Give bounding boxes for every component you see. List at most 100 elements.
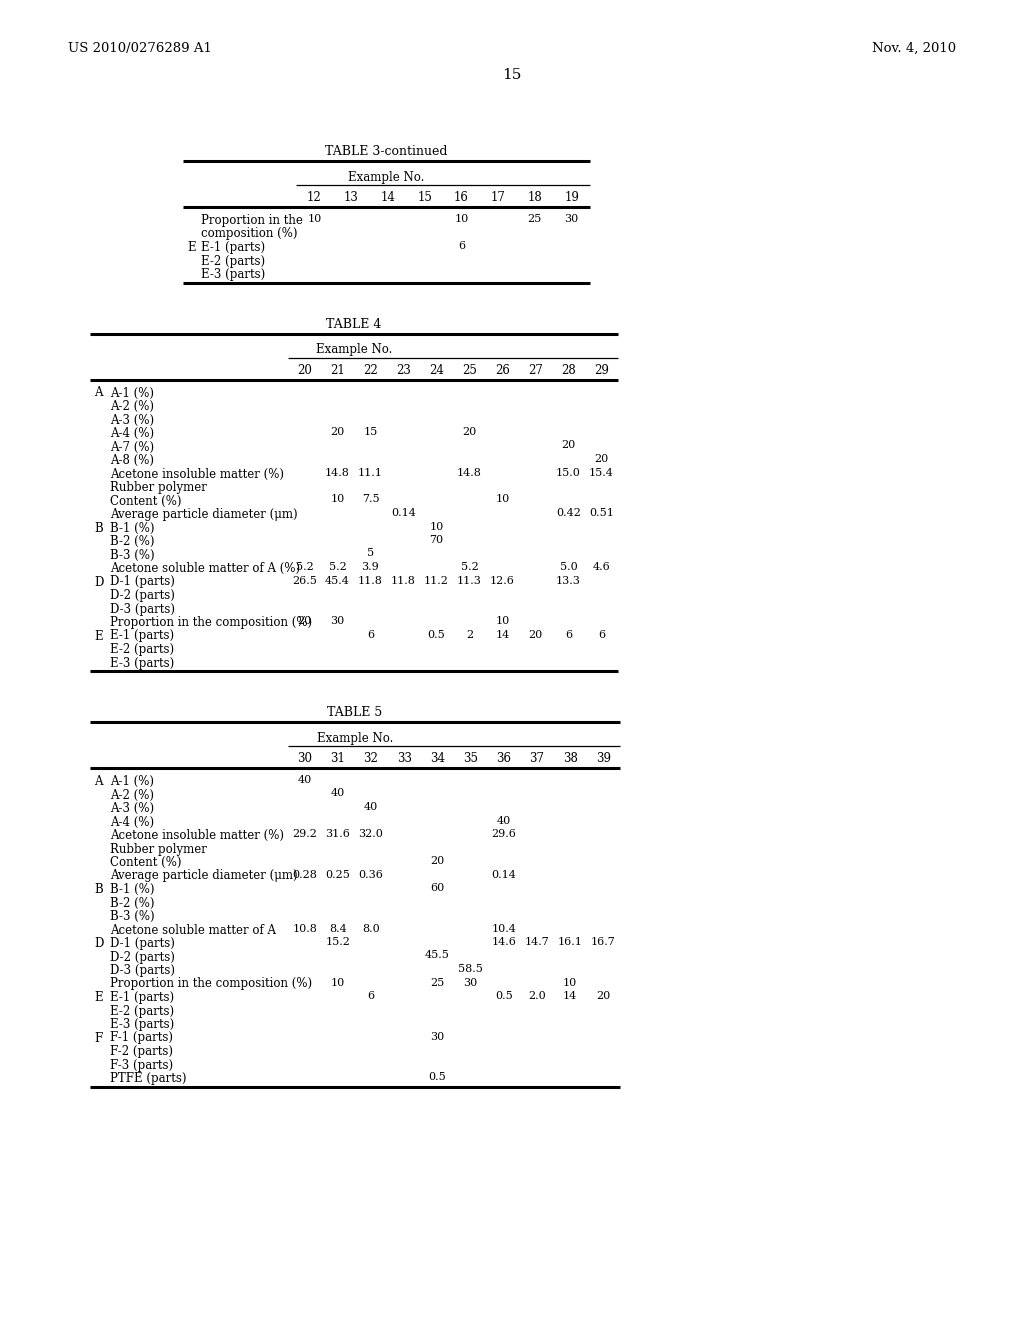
Text: TABLE 5: TABLE 5 [328, 706, 383, 719]
Text: A-1 (%): A-1 (%) [110, 387, 154, 400]
Text: 16.1: 16.1 [558, 937, 583, 946]
Text: 11.8: 11.8 [391, 576, 416, 586]
Text: Example No.: Example No. [315, 343, 392, 356]
Text: 15.4: 15.4 [589, 467, 614, 478]
Text: 8.4: 8.4 [329, 924, 347, 933]
Text: D-3 (parts): D-3 (parts) [110, 964, 175, 977]
Text: 0.28: 0.28 [292, 870, 317, 879]
Text: TABLE 4: TABLE 4 [327, 318, 382, 330]
Text: 20: 20 [297, 616, 311, 626]
Text: 45.4: 45.4 [325, 576, 350, 586]
Text: 29.6: 29.6 [492, 829, 516, 840]
Text: 40: 40 [331, 788, 345, 799]
Text: 27: 27 [528, 363, 543, 376]
Text: A-4 (%): A-4 (%) [110, 426, 155, 440]
Text: Acetone insoluble matter (%): Acetone insoluble matter (%) [110, 467, 284, 480]
Text: 31: 31 [331, 752, 345, 766]
Text: A: A [94, 387, 102, 400]
Text: 23: 23 [396, 363, 411, 376]
Text: 14.8: 14.8 [457, 467, 482, 478]
Text: 20: 20 [594, 454, 608, 465]
Text: 10: 10 [496, 616, 510, 626]
Text: 40: 40 [298, 775, 311, 785]
Text: 38: 38 [563, 752, 578, 766]
Text: B: B [94, 521, 102, 535]
Text: 29.2: 29.2 [292, 829, 317, 840]
Text: A-1 (%): A-1 (%) [110, 775, 154, 788]
Text: B-2 (%): B-2 (%) [110, 535, 155, 548]
Text: 12.6: 12.6 [490, 576, 515, 586]
Text: 0.51: 0.51 [589, 508, 614, 517]
Text: 14.6: 14.6 [492, 937, 516, 946]
Text: 5: 5 [367, 549, 374, 558]
Text: 40: 40 [364, 803, 378, 812]
Text: 10: 10 [331, 978, 345, 987]
Text: 24: 24 [429, 363, 444, 376]
Text: 60: 60 [430, 883, 444, 894]
Text: TABLE 3-continued: TABLE 3-continued [326, 145, 447, 158]
Text: 30: 30 [297, 752, 312, 766]
Text: E-1 (parts): E-1 (parts) [110, 991, 174, 1005]
Text: E-2 (parts): E-2 (parts) [201, 255, 265, 268]
Text: D-2 (parts): D-2 (parts) [110, 589, 175, 602]
Text: Rubber polymer: Rubber polymer [110, 842, 207, 855]
Text: E: E [94, 630, 102, 643]
Text: 20: 20 [297, 363, 312, 376]
Text: 25: 25 [430, 978, 444, 987]
Text: 15: 15 [503, 69, 521, 82]
Text: B-2 (%): B-2 (%) [110, 896, 155, 909]
Text: A-2 (%): A-2 (%) [110, 400, 154, 413]
Text: 6: 6 [368, 991, 375, 1001]
Text: 70: 70 [429, 535, 443, 545]
Text: 20: 20 [596, 991, 610, 1001]
Text: 3.9: 3.9 [361, 562, 379, 572]
Text: 31.6: 31.6 [326, 829, 350, 840]
Text: 10.8: 10.8 [292, 924, 317, 933]
Text: PTFE (parts): PTFE (parts) [110, 1072, 186, 1085]
Text: 36: 36 [497, 752, 511, 766]
Text: 15.2: 15.2 [326, 937, 350, 946]
Text: 5.0: 5.0 [560, 562, 578, 572]
Text: 19: 19 [564, 191, 579, 205]
Text: 11.8: 11.8 [358, 576, 383, 586]
Text: B-3 (%): B-3 (%) [110, 549, 155, 561]
Text: 12: 12 [307, 191, 322, 205]
Text: 2.0: 2.0 [528, 991, 546, 1001]
Text: 14.7: 14.7 [524, 937, 549, 946]
Text: 45.5: 45.5 [425, 950, 450, 961]
Text: A-4 (%): A-4 (%) [110, 816, 155, 829]
Text: Content (%): Content (%) [110, 855, 181, 869]
Text: 8.0: 8.0 [362, 924, 380, 933]
Text: 11.3: 11.3 [457, 576, 482, 586]
Text: Content (%): Content (%) [110, 495, 181, 507]
Text: D: D [94, 576, 103, 589]
Text: 2: 2 [466, 630, 473, 639]
Text: 26: 26 [495, 363, 510, 376]
Text: 30: 30 [464, 978, 478, 987]
Text: A-3 (%): A-3 (%) [110, 803, 155, 814]
Text: 10: 10 [331, 495, 345, 504]
Text: D-2 (parts): D-2 (parts) [110, 950, 175, 964]
Text: Proportion in the composition (%): Proportion in the composition (%) [110, 616, 312, 630]
Text: 20: 20 [430, 855, 444, 866]
Text: B-1 (%): B-1 (%) [110, 521, 155, 535]
Text: 14: 14 [563, 991, 578, 1001]
Text: 20: 20 [331, 426, 345, 437]
Text: 4.6: 4.6 [593, 562, 610, 572]
Text: 14: 14 [496, 630, 510, 639]
Text: 21: 21 [330, 363, 345, 376]
Text: E-2 (parts): E-2 (parts) [110, 1005, 174, 1018]
Text: 33: 33 [396, 752, 412, 766]
Text: 25: 25 [527, 214, 542, 224]
Text: 0.42: 0.42 [556, 508, 581, 517]
Text: 0.5: 0.5 [428, 1072, 446, 1082]
Text: 10: 10 [563, 978, 578, 987]
Text: 0.14: 0.14 [391, 508, 416, 517]
Text: 40: 40 [497, 816, 511, 825]
Text: 0.14: 0.14 [492, 870, 516, 879]
Text: F-1 (parts): F-1 (parts) [110, 1031, 173, 1044]
Text: 30: 30 [430, 1031, 444, 1041]
Text: 11.1: 11.1 [358, 467, 383, 478]
Text: Proportion in the: Proportion in the [201, 214, 303, 227]
Text: 25: 25 [462, 363, 477, 376]
